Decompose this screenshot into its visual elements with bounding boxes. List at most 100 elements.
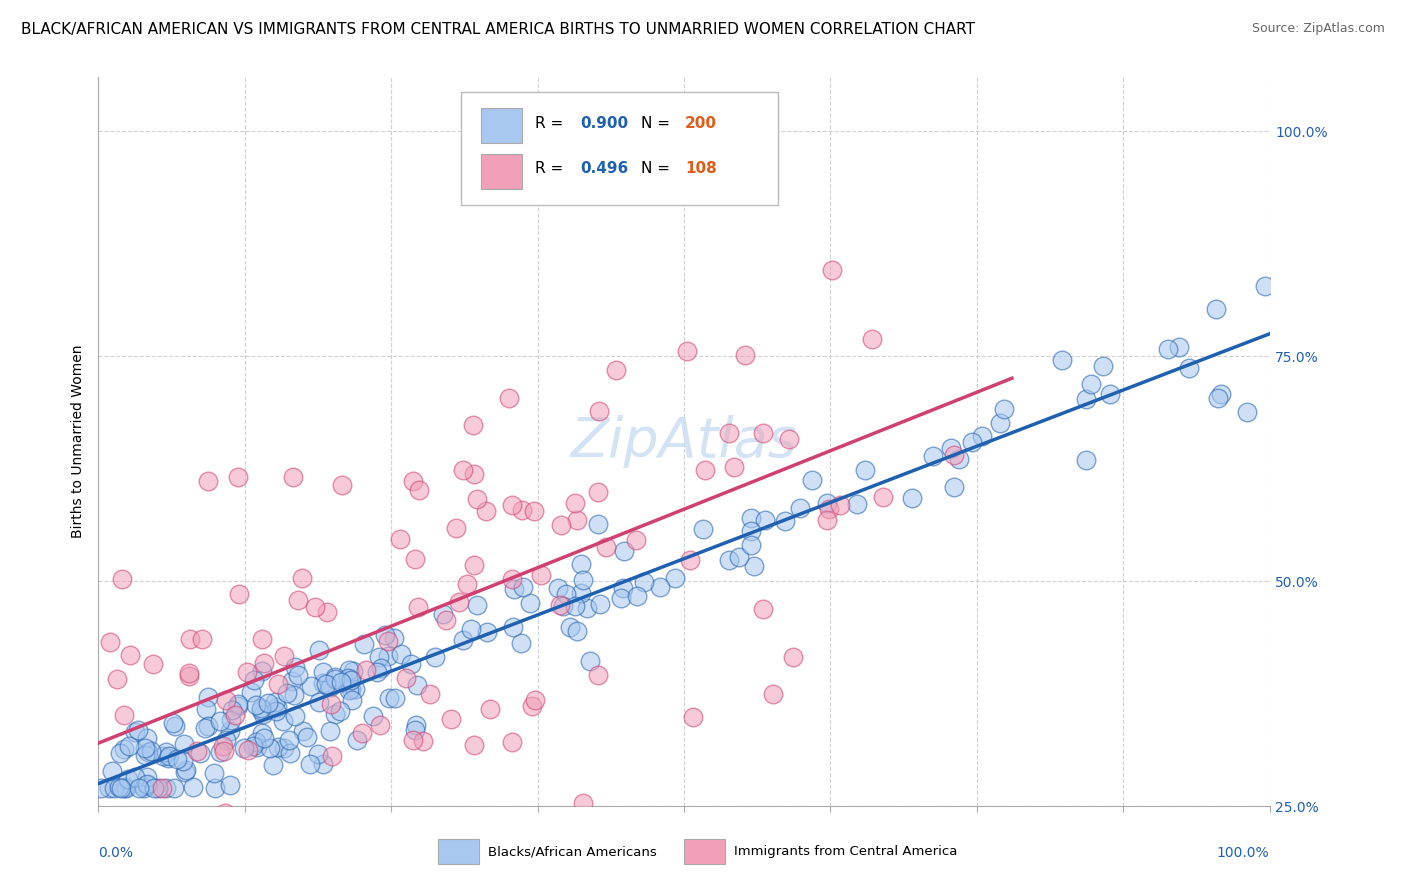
- Point: [323, 707, 346, 722]
- Point: [312, 675, 335, 690]
- Point: [280, 746, 302, 760]
- Point: [453, 633, 475, 648]
- Point: [245, 735, 267, 749]
- Point: [1211, 387, 1233, 401]
- Point: [142, 780, 165, 795]
- Point: [389, 532, 412, 546]
- Point: [134, 747, 156, 762]
- Point: [752, 602, 775, 616]
- Text: 200: 200: [685, 116, 717, 131]
- Point: [340, 672, 363, 686]
- Point: [695, 462, 717, 476]
- Point: [815, 495, 838, 509]
- Point: [589, 598, 612, 612]
- Point: [152, 749, 174, 764]
- Point: [800, 473, 823, 487]
- Point: [232, 740, 254, 755]
- Point: [337, 683, 360, 698]
- Point: [128, 780, 150, 795]
- Point: [408, 599, 430, 614]
- Point: [299, 756, 322, 771]
- Point: [181, 780, 204, 794]
- Point: [155, 746, 177, 760]
- Point: [283, 659, 305, 673]
- Point: [692, 522, 714, 536]
- Point: [142, 657, 165, 671]
- Point: [1050, 353, 1073, 368]
- Point: [370, 661, 392, 675]
- Point: [292, 724, 315, 739]
- Point: [510, 503, 533, 517]
- Point: [1076, 452, 1098, 467]
- Point: [1074, 392, 1097, 407]
- Point: [284, 709, 307, 723]
- Text: 108: 108: [685, 161, 717, 176]
- Point: [586, 485, 609, 500]
- Point: [226, 470, 249, 484]
- Point: [404, 723, 426, 737]
- Point: [412, 733, 434, 747]
- Point: [512, 580, 534, 594]
- Point: [311, 756, 333, 771]
- Point: [419, 686, 441, 700]
- Point: [97, 780, 120, 795]
- Point: [465, 492, 488, 507]
- Point: [406, 678, 429, 692]
- Point: [186, 744, 208, 758]
- Point: [257, 696, 280, 710]
- Point: [605, 363, 627, 377]
- Point: [740, 538, 762, 552]
- Point: [136, 777, 159, 791]
- Point: [209, 714, 232, 728]
- Point: [382, 632, 405, 646]
- Point: [337, 663, 360, 677]
- Point: [212, 739, 235, 753]
- Point: [948, 451, 970, 466]
- Point: [723, 459, 745, 474]
- Point: [609, 591, 631, 606]
- Point: [423, 650, 446, 665]
- Point: [264, 874, 287, 888]
- Point: [245, 698, 267, 712]
- Point: [523, 504, 546, 518]
- Point: [340, 682, 363, 697]
- Point: [197, 474, 219, 488]
- Point: [922, 449, 945, 463]
- Point: [377, 634, 399, 648]
- Point: [571, 573, 593, 587]
- Text: Blacks/African Americans: Blacks/African Americans: [488, 845, 657, 858]
- Point: [135, 770, 157, 784]
- Point: [676, 343, 699, 358]
- Point: [901, 491, 924, 506]
- Point: [174, 763, 197, 777]
- Point: [114, 780, 136, 794]
- Point: [332, 478, 354, 492]
- Point: [308, 695, 330, 709]
- Point: [121, 875, 143, 889]
- Point: [172, 754, 194, 768]
- Point: [679, 553, 702, 567]
- Point: [226, 697, 249, 711]
- Point: [136, 778, 159, 792]
- Point: [463, 738, 485, 752]
- Point: [586, 667, 609, 681]
- Point: [367, 650, 389, 665]
- Point: [166, 752, 188, 766]
- Text: N =: N =: [641, 161, 675, 176]
- Point: [212, 744, 235, 758]
- Point: [650, 580, 672, 594]
- Point: [308, 643, 330, 657]
- Point: [252, 665, 274, 679]
- Point: [405, 718, 427, 732]
- Point: [1178, 360, 1201, 375]
- Point: [323, 672, 346, 686]
- Point: [110, 746, 132, 760]
- Point: [378, 691, 401, 706]
- Point: [846, 497, 869, 511]
- Point: [209, 745, 232, 759]
- Point: [775, 514, 797, 528]
- Point: [682, 710, 704, 724]
- Point: [156, 751, 179, 765]
- Point: [321, 749, 343, 764]
- Point: [267, 677, 290, 691]
